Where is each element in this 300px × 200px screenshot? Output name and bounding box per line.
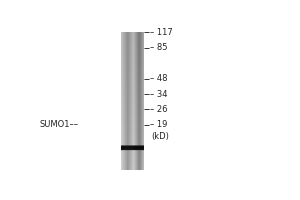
Text: – 117: – 117 (150, 28, 172, 37)
Text: – 34: – 34 (150, 90, 167, 99)
Text: SUMO1––: SUMO1–– (39, 120, 78, 129)
Text: – 48: – 48 (150, 74, 167, 83)
Text: – 85: – 85 (150, 43, 167, 52)
Text: – 19: – 19 (150, 120, 167, 129)
Text: – 26: – 26 (150, 105, 167, 114)
Text: (kD): (kD) (151, 132, 169, 141)
